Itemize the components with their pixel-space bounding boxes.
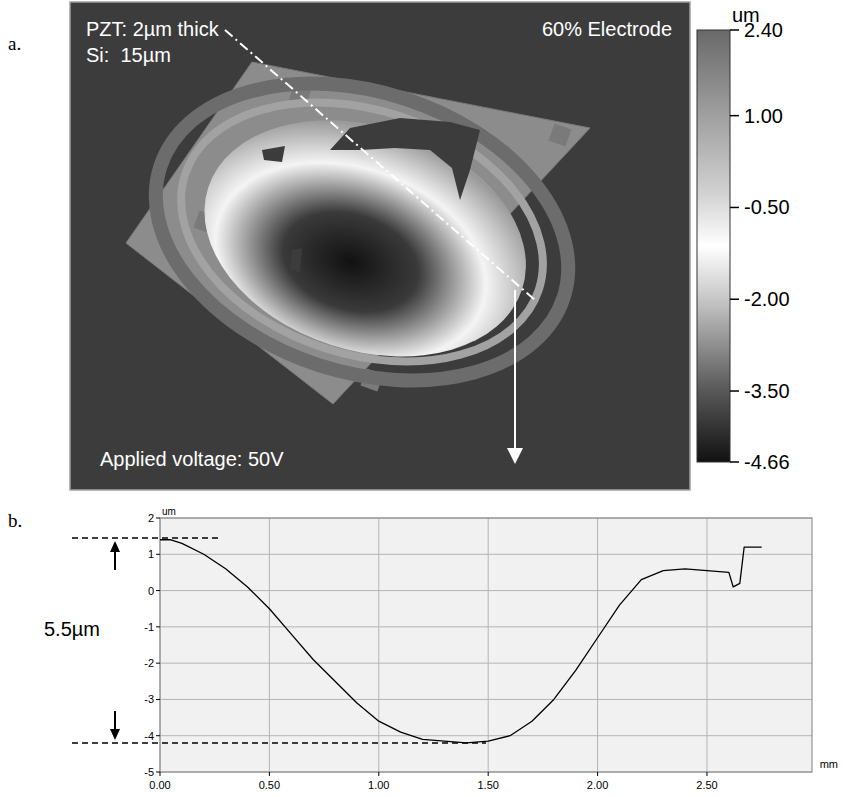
missing-data bbox=[290, 248, 302, 272]
annotation: 60% Electrode bbox=[542, 18, 672, 40]
arrow-head bbox=[507, 448, 523, 464]
y-tick-label: -2 bbox=[144, 657, 154, 669]
colorbar-tick bbox=[730, 461, 739, 463]
grid-line bbox=[160, 663, 812, 664]
y-tick-label: 2 bbox=[148, 512, 154, 524]
colorbar-tick-label: 2.40 bbox=[744, 19, 783, 41]
y-tick-label: 1 bbox=[148, 548, 154, 560]
annotation-line bbox=[72, 742, 486, 744]
electrode-ring bbox=[117, 33, 607, 430]
x-tick bbox=[706, 772, 707, 776]
electrode-ring-inner bbox=[147, 58, 576, 405]
colorbar-tick-label: -2.00 bbox=[744, 288, 790, 310]
grid-line bbox=[597, 518, 598, 772]
grid-line bbox=[160, 554, 812, 555]
x-tick bbox=[597, 772, 598, 776]
y-tick bbox=[156, 663, 160, 664]
y-tick-label: 0 bbox=[148, 585, 154, 597]
y-axis-label: um bbox=[162, 506, 176, 517]
colorbar-tick-label: -3.50 bbox=[744, 380, 790, 402]
grid-line bbox=[160, 699, 812, 700]
y-tick-label: -1 bbox=[144, 621, 154, 633]
pad bbox=[548, 123, 571, 146]
y-tick bbox=[156, 590, 160, 591]
x-tick-label: 0.50 bbox=[259, 779, 280, 791]
annotation: 5.5µm bbox=[44, 618, 100, 640]
y-tick-label: -4 bbox=[144, 730, 154, 742]
arrow bbox=[114, 711, 116, 731]
annotation: PZT: 2µm thick bbox=[86, 18, 220, 40]
colorbar-tick-label: -4.66 bbox=[744, 451, 790, 473]
y-tick bbox=[156, 699, 160, 700]
annotation-line bbox=[72, 537, 222, 539]
y-tick bbox=[156, 518, 160, 519]
colorbar-tick bbox=[730, 390, 739, 392]
x-tick-label: 0.00 bbox=[149, 779, 170, 791]
arrow-head bbox=[110, 541, 120, 552]
plot-frame bbox=[160, 518, 812, 772]
figure: a. PZT: 2µm thick Si: 15µm 60% Electrode App… bbox=[0, 0, 843, 797]
annotation: Si: 15µm bbox=[86, 44, 171, 66]
panel-label: a. bbox=[8, 33, 21, 54]
x-tick bbox=[160, 772, 161, 776]
x-tick-label: 1.00 bbox=[368, 779, 389, 791]
y-tick bbox=[156, 554, 160, 555]
arrow bbox=[514, 290, 516, 452]
grid-line bbox=[269, 518, 270, 772]
y-tick bbox=[156, 626, 160, 627]
missing-data bbox=[330, 118, 480, 200]
section-line bbox=[225, 30, 535, 300]
colorbar-tick bbox=[730, 298, 739, 300]
y-tick-label: -5 bbox=[144, 766, 154, 778]
colorbar-tick-label: 1.00 bbox=[744, 105, 783, 127]
colorbar-tick-label: -0.50 bbox=[744, 196, 790, 218]
panel-label: b. bbox=[8, 510, 22, 531]
y-tick-label: -3 bbox=[144, 693, 154, 705]
depression bbox=[174, 81, 557, 396]
series-group bbox=[160, 540, 762, 743]
arrow-head bbox=[110, 729, 120, 740]
grid-line bbox=[160, 735, 812, 736]
colorbar-tick bbox=[730, 207, 739, 209]
colorbar-tick bbox=[730, 29, 739, 31]
plot-area bbox=[160, 518, 812, 772]
arrow bbox=[114, 550, 116, 570]
missing-data bbox=[262, 146, 285, 162]
y-tick bbox=[156, 735, 160, 736]
x-axis-label: mm bbox=[820, 758, 838, 770]
x-tick-label: 2.50 bbox=[696, 779, 717, 791]
x-tick-label: 2.00 bbox=[587, 779, 608, 791]
colorbar-tick bbox=[730, 115, 739, 117]
y-tick bbox=[156, 772, 160, 773]
grid-line bbox=[160, 626, 812, 627]
x-tick bbox=[378, 772, 379, 776]
colorbar bbox=[697, 30, 730, 462]
x-tick bbox=[269, 772, 270, 776]
grid-line bbox=[378, 518, 379, 772]
profile-line bbox=[160, 540, 762, 743]
grid-line bbox=[160, 590, 812, 591]
x-tick-label: 1.50 bbox=[477, 779, 498, 791]
annotation: Applied voltage: 50V bbox=[100, 448, 284, 470]
panel-a-background bbox=[70, 2, 690, 490]
grid-line bbox=[706, 518, 707, 772]
surface bbox=[117, 33, 607, 430]
grid-line bbox=[488, 518, 489, 772]
x-tick bbox=[488, 772, 489, 776]
